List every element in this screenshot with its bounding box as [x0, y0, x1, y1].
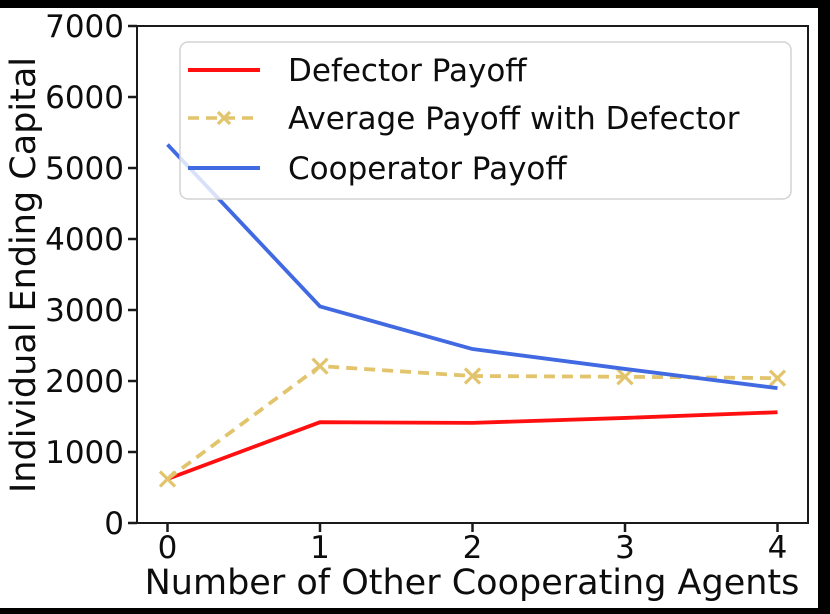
- data-point-x-marker: [311, 357, 329, 375]
- y-axis-label: Individual Ending Capital: [4, 57, 44, 493]
- data-point-x-marker: [616, 368, 634, 386]
- legend-label-defector-payoff: Defector Payoff: [288, 53, 527, 89]
- x-tick-label: 1: [310, 530, 330, 566]
- legend-label-average-payoff: Average Payoff with Defector: [288, 101, 740, 137]
- y-tick-label: 7000: [45, 9, 124, 45]
- x-tick-label: 0: [158, 530, 178, 566]
- x-tick-label: 4: [768, 530, 788, 566]
- legend-box: [179, 41, 792, 200]
- y-tick-label: 1000: [45, 435, 124, 471]
- x-tick-label: 3: [615, 530, 635, 566]
- legend-entry-defector-payoff: Defector Payoff: [188, 53, 527, 89]
- legend: Defector Payoff Average Payoff with Defe…: [179, 41, 792, 200]
- legend-x-marker-icon: [216, 110, 232, 126]
- plot-area: 0 1000 2000 3000 4000 5000 6000 7000 0 1 2 3 4: [45, 9, 809, 566]
- y-tick-label: 6000: [45, 80, 124, 116]
- y-tick-label: 0: [104, 506, 124, 542]
- x-axis-label: Number of Other Cooperating Agents: [145, 563, 800, 603]
- legend-entry-cooperator-payoff: Cooperator Payoff: [188, 151, 567, 187]
- y-tick-label: 5000: [45, 151, 124, 187]
- series-line-0: [166, 410, 778, 481]
- data-point-x-marker: [768, 369, 787, 387]
- legend-label-cooperator-payoff: Cooperator Payoff: [288, 151, 567, 187]
- x-tick-label: 2: [463, 530, 483, 566]
- data-point-x-marker: [463, 367, 482, 385]
- data-point-x-marker: [158, 470, 177, 488]
- series-line-2: [166, 143, 778, 390]
- legend-entry-average-payoff: Average Payoff with Defector: [188, 101, 740, 137]
- y-tick-label: 2000: [45, 364, 124, 400]
- y-tick-label: 3000: [45, 293, 124, 329]
- y-tick-label: 4000: [45, 222, 124, 258]
